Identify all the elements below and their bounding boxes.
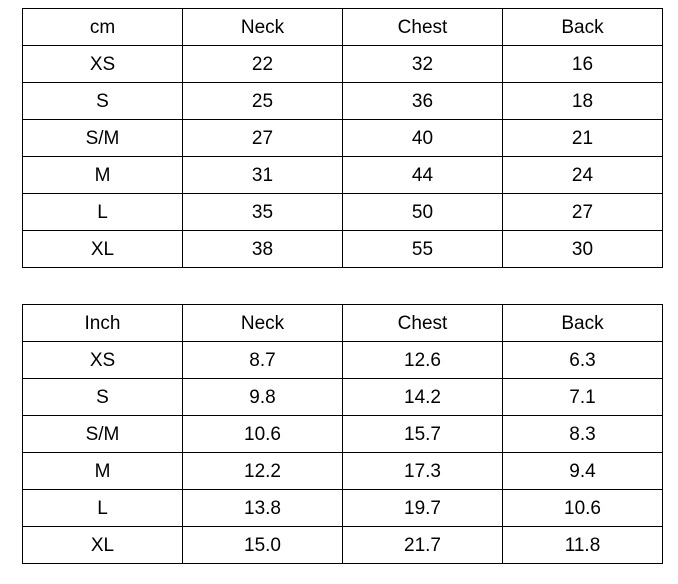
size-cell: XS bbox=[22, 45, 183, 83]
table-row: XL 38 55 30 bbox=[22, 230, 663, 268]
neck-value-cell: 10.6 bbox=[182, 415, 343, 453]
chest-value-cell: 40 bbox=[342, 119, 503, 157]
unit-header-cell: cm bbox=[22, 8, 183, 46]
neck-value-cell: 22 bbox=[182, 45, 343, 83]
neck-value-cell: 35 bbox=[182, 193, 343, 231]
chest-value-cell: 32 bbox=[342, 45, 503, 83]
column-header-chest: Chest bbox=[342, 8, 503, 46]
table-row: M 31 44 24 bbox=[22, 156, 663, 194]
size-table-inch: Inch Neck Chest Back XS 8.7 12.6 6.3 S 9… bbox=[22, 304, 663, 564]
chest-value-cell: 19.7 bbox=[342, 489, 503, 527]
column-header-neck: Neck bbox=[182, 304, 343, 342]
back-value-cell: 8.3 bbox=[502, 415, 663, 453]
size-cell: XS bbox=[22, 341, 183, 379]
back-value-cell: 27 bbox=[502, 193, 663, 231]
size-cell: S/M bbox=[22, 415, 183, 453]
table-row: M 12.2 17.3 9.4 bbox=[22, 452, 663, 490]
size-cell: S/M bbox=[22, 119, 183, 157]
chest-value-cell: 12.6 bbox=[342, 341, 503, 379]
table-row: S/M 27 40 21 bbox=[22, 119, 663, 157]
back-value-cell: 24 bbox=[502, 156, 663, 194]
neck-value-cell: 12.2 bbox=[182, 452, 343, 490]
neck-value-cell: 31 bbox=[182, 156, 343, 194]
back-value-cell: 11.8 bbox=[502, 526, 663, 564]
table-row: XS 22 32 16 bbox=[22, 45, 663, 83]
unit-header-cell: Inch bbox=[22, 304, 183, 342]
chest-value-cell: 17.3 bbox=[342, 452, 503, 490]
neck-value-cell: 38 bbox=[182, 230, 343, 268]
chest-value-cell: 14.2 bbox=[342, 378, 503, 416]
size-cell: XL bbox=[22, 230, 183, 268]
column-header-neck: Neck bbox=[182, 8, 343, 46]
neck-value-cell: 9.8 bbox=[182, 378, 343, 416]
size-cell: S bbox=[22, 378, 183, 416]
neck-value-cell: 15.0 bbox=[182, 526, 343, 564]
back-value-cell: 18 bbox=[502, 82, 663, 120]
back-value-cell: 21 bbox=[502, 119, 663, 157]
size-cell: L bbox=[22, 489, 183, 527]
back-value-cell: 16 bbox=[502, 45, 663, 83]
back-value-cell: 9.4 bbox=[502, 452, 663, 490]
column-header-back: Back bbox=[502, 8, 663, 46]
table-row: L 13.8 19.7 10.6 bbox=[22, 489, 663, 527]
size-cell: S bbox=[22, 82, 183, 120]
neck-value-cell: 27 bbox=[182, 119, 343, 157]
size-table-cm: cm Neck Chest Back XS 22 32 16 S 25 36 1… bbox=[22, 8, 663, 268]
back-value-cell: 10.6 bbox=[502, 489, 663, 527]
table-row: S 9.8 14.2 7.1 bbox=[22, 378, 663, 416]
neck-value-cell: 25 bbox=[182, 82, 343, 120]
neck-value-cell: 8.7 bbox=[182, 341, 343, 379]
table-row: XS 8.7 12.6 6.3 bbox=[22, 341, 663, 379]
chest-value-cell: 36 bbox=[342, 82, 503, 120]
neck-value-cell: 13.8 bbox=[182, 489, 343, 527]
size-cell: M bbox=[22, 156, 183, 194]
size-cell: M bbox=[22, 452, 183, 490]
table-row: XL 15.0 21.7 11.8 bbox=[22, 526, 663, 564]
size-cell: XL bbox=[22, 526, 183, 564]
size-chart-page: cm Neck Chest Back XS 22 32 16 S 25 36 1… bbox=[22, 8, 663, 564]
table-header-row: cm Neck Chest Back bbox=[22, 8, 663, 46]
back-value-cell: 7.1 bbox=[502, 378, 663, 416]
chest-value-cell: 55 bbox=[342, 230, 503, 268]
chest-value-cell: 50 bbox=[342, 193, 503, 231]
back-value-cell: 30 bbox=[502, 230, 663, 268]
size-cell: L bbox=[22, 193, 183, 231]
table-row: S 25 36 18 bbox=[22, 82, 663, 120]
back-value-cell: 6.3 bbox=[502, 341, 663, 379]
chest-value-cell: 21.7 bbox=[342, 526, 503, 564]
chest-value-cell: 44 bbox=[342, 156, 503, 194]
column-header-chest: Chest bbox=[342, 304, 503, 342]
chest-value-cell: 15.7 bbox=[342, 415, 503, 453]
table-header-row: Inch Neck Chest Back bbox=[22, 304, 663, 342]
table-row: L 35 50 27 bbox=[22, 193, 663, 231]
table-row: S/M 10.6 15.7 8.3 bbox=[22, 415, 663, 453]
column-header-back: Back bbox=[502, 304, 663, 342]
